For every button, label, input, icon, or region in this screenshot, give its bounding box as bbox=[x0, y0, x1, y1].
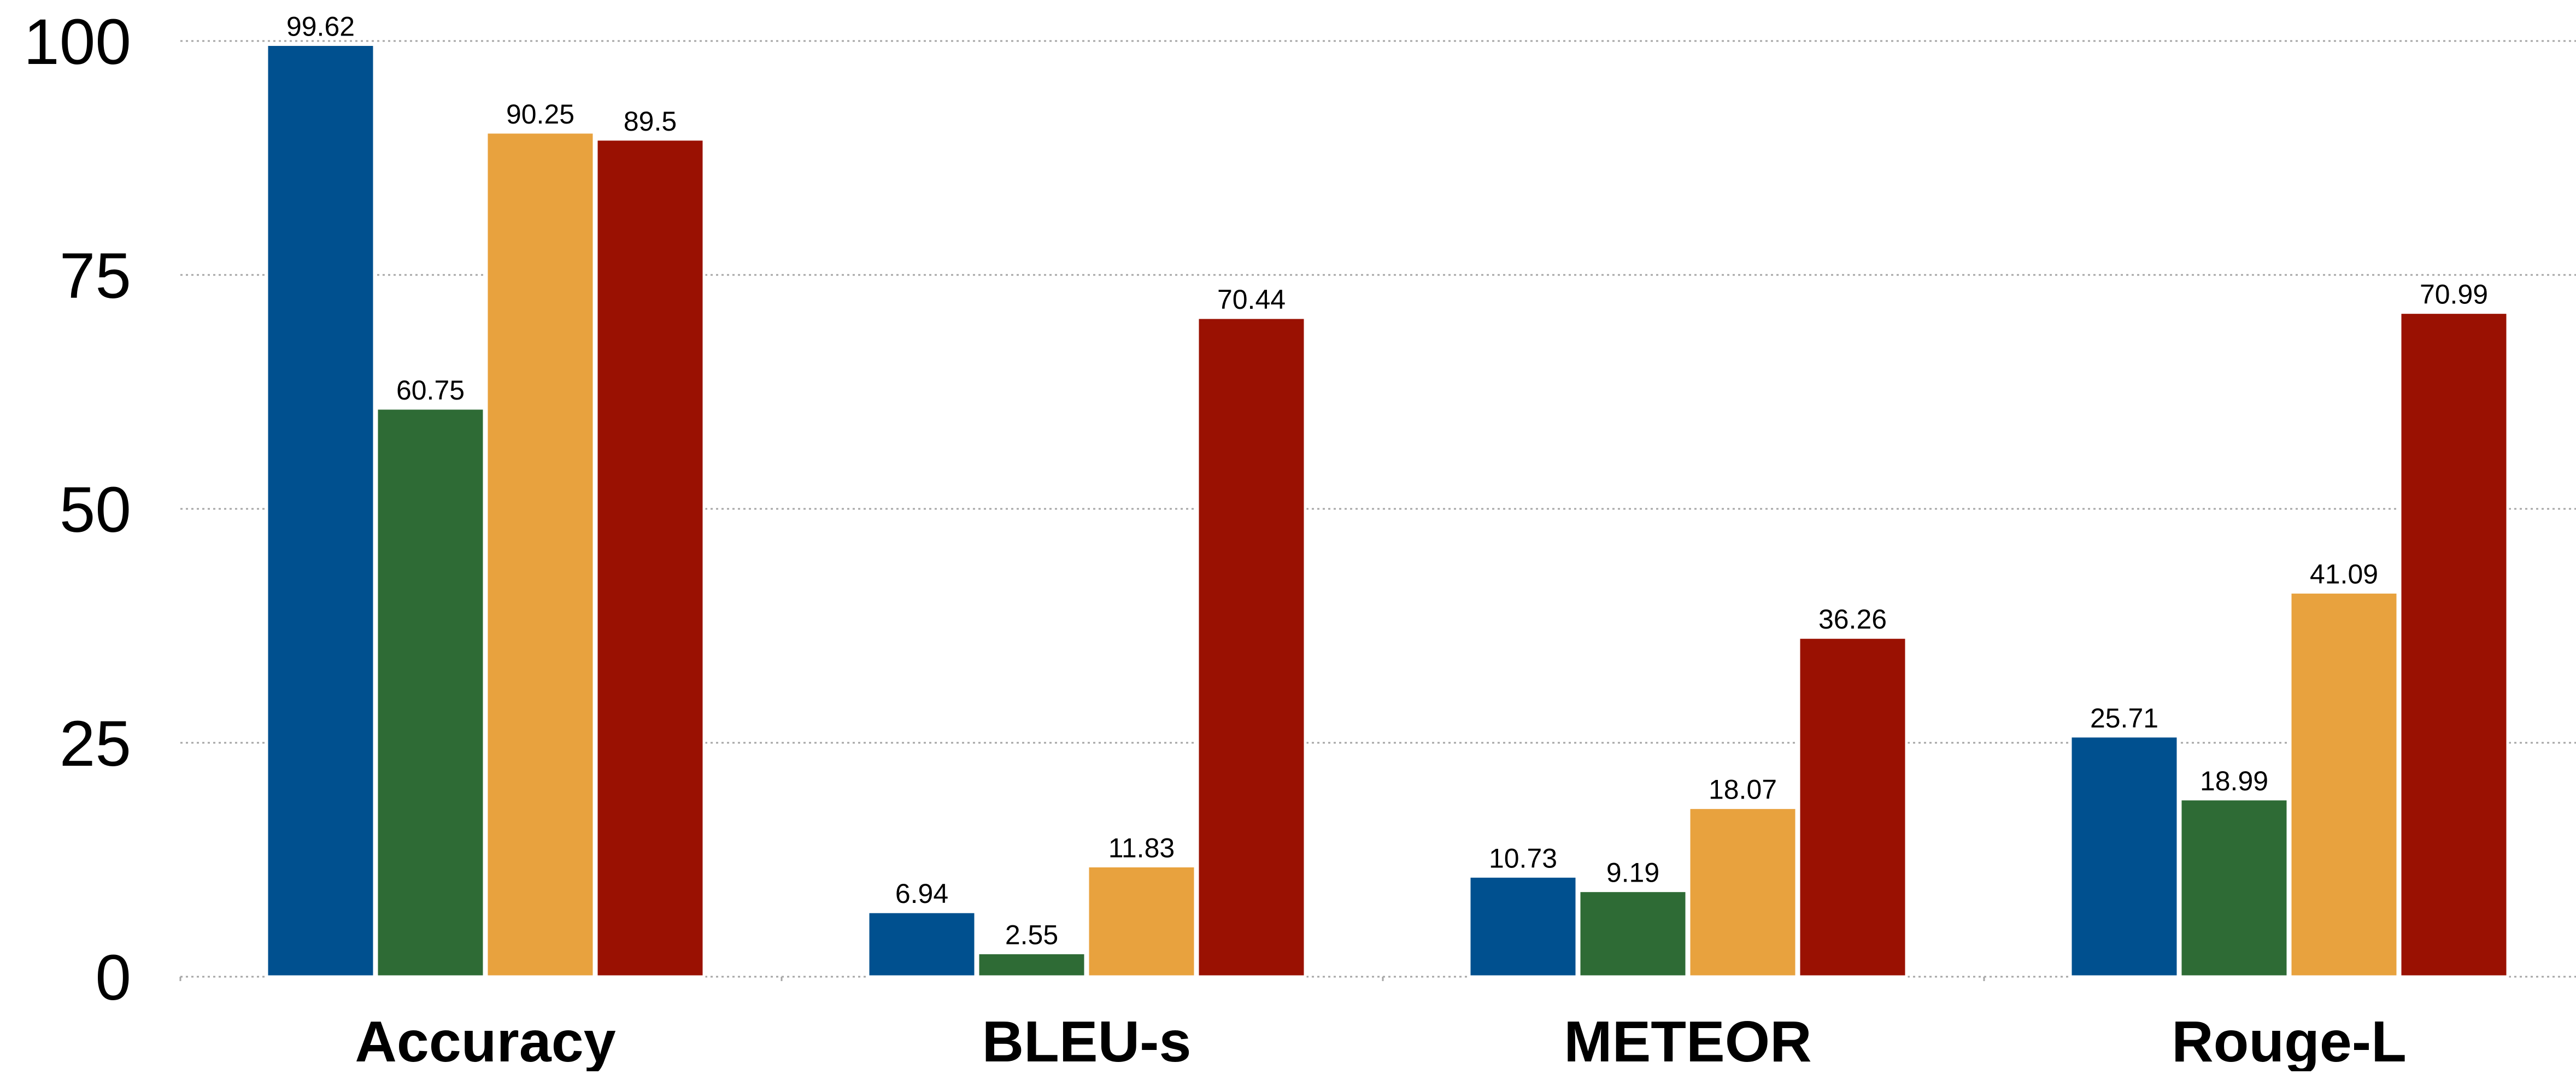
x-axis: Accuracy BLEU-s METEOR Rouge-L bbox=[179, 977, 2407, 1074]
data-label: 70.99 bbox=[2420, 279, 2488, 310]
bar-accuracy-series-4 bbox=[595, 138, 706, 978]
x-tick-label: BLEU-s bbox=[982, 1010, 1192, 1071]
bars-layer bbox=[265, 43, 2509, 978]
data-label: 36.26 bbox=[1818, 604, 1887, 635]
x-tick-label: METEOR bbox=[1564, 1010, 1811, 1071]
bar-rouge-l-series-4 bbox=[2398, 311, 2509, 978]
data-label: 11.83 bbox=[1108, 832, 1175, 863]
bar-meteor-series-1 bbox=[1468, 875, 1579, 978]
data-label: 10.73 bbox=[1489, 843, 1557, 873]
data-label: 60.75 bbox=[396, 375, 465, 406]
data-label: 6.94 bbox=[895, 878, 948, 909]
bar-rouge-l-series-3 bbox=[2289, 591, 2399, 978]
y-tick-label: 50 bbox=[60, 474, 131, 546]
data-label: 89.5 bbox=[624, 106, 677, 137]
x-tick-label: Accuracy bbox=[355, 1010, 615, 1071]
bar-accuracy-series-2 bbox=[375, 407, 486, 978]
data-labels-layer: 99.62 60.75 90.25 89.5 6.94 2.55 11.83 70.44 10.… bbox=[286, 11, 2488, 950]
y-axis: 0 25 50 75 100 bbox=[24, 6, 131, 1014]
data-label: 90.25 bbox=[506, 99, 574, 130]
bar-accuracy-series-3 bbox=[485, 131, 596, 978]
y-tick-label: 75 bbox=[60, 240, 131, 312]
data-label: 41.09 bbox=[2310, 559, 2378, 590]
y-tick-label: 25 bbox=[60, 708, 131, 780]
bar-bleu-s-series-3 bbox=[1086, 864, 1197, 978]
data-label: 18.99 bbox=[2200, 766, 2268, 796]
bar-accuracy-series-1 bbox=[265, 43, 376, 978]
bar-rouge-l-series-2 bbox=[2179, 797, 2290, 978]
data-label: 70.44 bbox=[1217, 284, 1286, 315]
y-tick-label: 100 bbox=[24, 6, 131, 78]
data-label: 9.19 bbox=[1606, 858, 1659, 888]
y-tick-label: 0 bbox=[95, 942, 131, 1014]
bar-meteor-series-4 bbox=[1797, 636, 1908, 978]
data-label: 25.71 bbox=[2090, 703, 2158, 733]
bar-bleu-s-series-2 bbox=[976, 951, 1087, 978]
bar-bleu-s-series-1 bbox=[866, 910, 977, 978]
data-label: 18.07 bbox=[1709, 774, 1777, 805]
data-label: 99.62 bbox=[286, 11, 355, 42]
data-label: 2.55 bbox=[1005, 919, 1058, 950]
bar-meteor-series-2 bbox=[1577, 889, 1688, 978]
bar-bleu-s-series-4 bbox=[1196, 316, 1307, 978]
bar-rouge-l-series-1 bbox=[2069, 735, 2180, 978]
bar-meteor-series-3 bbox=[1687, 806, 1798, 978]
x-tick-label: Rouge-L bbox=[2172, 1010, 2407, 1071]
